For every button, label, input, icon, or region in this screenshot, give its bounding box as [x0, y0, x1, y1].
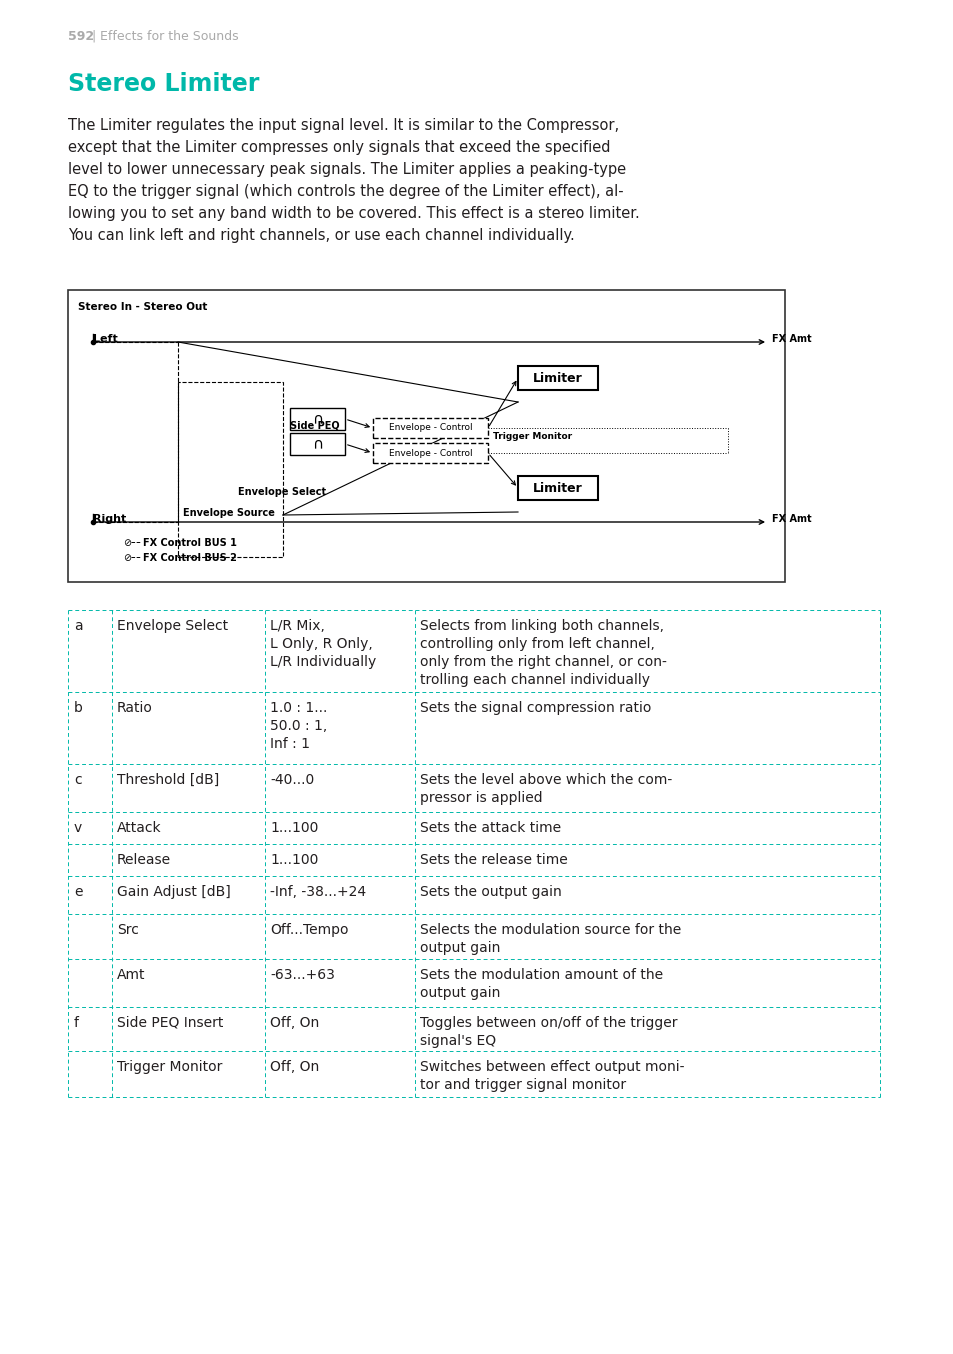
- Text: output gain: output gain: [419, 941, 500, 955]
- Text: ⊘: ⊘: [123, 552, 131, 563]
- Text: b: b: [74, 701, 83, 715]
- Text: Trigger Monitor: Trigger Monitor: [493, 432, 572, 441]
- Text: Sets the signal compression ratio: Sets the signal compression ratio: [419, 701, 651, 715]
- Text: -40...0: -40...0: [270, 773, 314, 787]
- Text: Threshold [dB]: Threshold [dB]: [117, 773, 219, 787]
- Text: e: e: [74, 886, 82, 899]
- Text: EQ to the trigger signal (which controls the degree of the Limiter effect), al-: EQ to the trigger signal (which controls…: [68, 184, 623, 199]
- Text: signal's EQ: signal's EQ: [419, 1034, 496, 1048]
- Text: Selects from linking both channels,: Selects from linking both channels,: [419, 619, 663, 634]
- Text: Toggles between on/off of the trigger: Toggles between on/off of the trigger: [419, 1016, 677, 1030]
- Text: Inf : 1: Inf : 1: [270, 737, 310, 751]
- Text: Release: Release: [117, 853, 171, 867]
- Text: -63...+63: -63...+63: [270, 968, 335, 982]
- Text: ∩: ∩: [312, 436, 323, 451]
- Text: Selects the modulation source for the: Selects the modulation source for the: [419, 923, 680, 937]
- Text: Sets the level above which the com-: Sets the level above which the com-: [419, 773, 672, 787]
- Text: FX Amt: FX Amt: [771, 515, 811, 524]
- Text: Off, On: Off, On: [270, 1060, 319, 1074]
- Text: Stereo Limiter: Stereo Limiter: [68, 72, 259, 96]
- Text: L/R Mix,: L/R Mix,: [270, 619, 325, 634]
- Text: 1.0 : 1...: 1.0 : 1...: [270, 701, 327, 715]
- Text: level to lower unnecessary peak signals. The Limiter applies a peaking-type: level to lower unnecessary peak signals.…: [68, 162, 625, 177]
- Text: Envelope - Control: Envelope - Control: [388, 424, 472, 432]
- Text: Gain Adjust: Gain Adjust: [522, 378, 581, 387]
- Text: only from the right channel, or con-: only from the right channel, or con-: [419, 655, 666, 669]
- Text: Stereo In - Stereo Out: Stereo In - Stereo Out: [78, 302, 207, 311]
- Text: Gain Adjust: Gain Adjust: [522, 490, 581, 500]
- Text: 50.0 : 1,: 50.0 : 1,: [270, 719, 327, 733]
- Text: Off, On: Off, On: [270, 1016, 319, 1030]
- Text: v: v: [74, 821, 82, 835]
- Text: Sets the output gain: Sets the output gain: [419, 886, 561, 899]
- Text: 1...100: 1...100: [270, 821, 318, 835]
- Text: pressor is applied: pressor is applied: [419, 791, 542, 806]
- Text: Attack: Attack: [117, 821, 161, 835]
- Text: Right: Right: [92, 515, 126, 524]
- Bar: [373, 443, 488, 463]
- Text: ∩: ∩: [312, 412, 323, 427]
- Bar: [290, 433, 345, 455]
- Bar: [178, 382, 283, 556]
- Text: controlling only from left channel,: controlling only from left channel,: [419, 636, 654, 651]
- Bar: [517, 366, 598, 390]
- Text: Effects for the Sounds: Effects for the Sounds: [100, 30, 238, 43]
- Text: |: |: [91, 30, 95, 43]
- Text: except that the Limiter compresses only signals that exceed the specified: except that the Limiter compresses only …: [68, 139, 610, 154]
- Text: f: f: [74, 1016, 79, 1030]
- Bar: [68, 290, 784, 582]
- Text: Sets the release time: Sets the release time: [419, 853, 567, 867]
- Text: Envelope - Control: Envelope - Control: [388, 448, 472, 458]
- Text: ⊘: ⊘: [123, 538, 131, 548]
- Text: FX Control BUS 1: FX Control BUS 1: [143, 538, 236, 548]
- Text: Ratio: Ratio: [117, 701, 152, 715]
- Text: Left: Left: [92, 334, 117, 344]
- Text: Limiter: Limiter: [533, 371, 582, 385]
- Text: FX Amt: FX Amt: [771, 334, 811, 344]
- Text: The Limiter regulates the input signal level. It is similar to the Compressor,: The Limiter regulates the input signal l…: [68, 118, 618, 133]
- Text: Trigger Monitor: Trigger Monitor: [117, 1060, 222, 1074]
- Text: tor and trigger signal monitor: tor and trigger signal monitor: [419, 1078, 625, 1091]
- Text: Amt: Amt: [117, 968, 146, 982]
- Text: trolling each channel individually: trolling each channel individually: [419, 673, 649, 686]
- Text: lowing you to set any band width to be covered. This effect is a stereo limiter.: lowing you to set any band width to be c…: [68, 206, 639, 221]
- Bar: [290, 408, 345, 431]
- Text: L/R Individually: L/R Individually: [270, 655, 375, 669]
- Text: Gain Adjust [dB]: Gain Adjust [dB]: [117, 886, 231, 899]
- Text: Side PEQ Insert: Side PEQ Insert: [117, 1016, 223, 1030]
- Text: Limiter: Limiter: [533, 482, 582, 494]
- Text: Envelope Select: Envelope Select: [237, 487, 326, 497]
- Text: Side PEQ: Side PEQ: [290, 420, 339, 431]
- Text: L Only, R Only,: L Only, R Only,: [270, 636, 373, 651]
- Text: 592: 592: [68, 30, 94, 43]
- Text: Sets the attack time: Sets the attack time: [419, 821, 560, 835]
- Text: Off...Tempo: Off...Tempo: [270, 923, 348, 937]
- Bar: [517, 477, 598, 500]
- Bar: [373, 418, 488, 437]
- Text: Switches between effect output moni-: Switches between effect output moni-: [419, 1060, 684, 1074]
- Text: You can link left and right channels, or use each channel individually.: You can link left and right channels, or…: [68, 227, 574, 242]
- Text: FX Control BUS 2: FX Control BUS 2: [143, 552, 236, 563]
- Text: Envelope Source: Envelope Source: [183, 508, 274, 519]
- Text: a: a: [74, 619, 83, 634]
- Text: -Inf, -38...+24: -Inf, -38...+24: [270, 886, 366, 899]
- Text: 1...100: 1...100: [270, 853, 318, 867]
- Text: Src: Src: [117, 923, 139, 937]
- Text: Sets the modulation amount of the: Sets the modulation amount of the: [419, 968, 662, 982]
- Text: output gain: output gain: [419, 986, 500, 1001]
- Text: Envelope Select: Envelope Select: [117, 619, 228, 634]
- Text: c: c: [74, 773, 82, 787]
